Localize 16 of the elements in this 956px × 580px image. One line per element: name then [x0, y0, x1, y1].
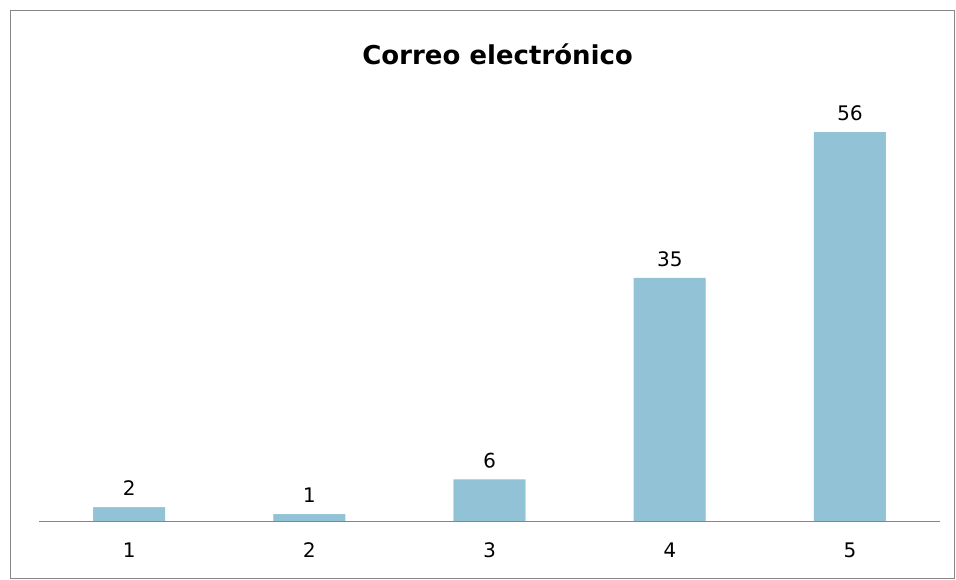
x-tick-label: 3: [483, 538, 496, 562]
data-label: 1: [302, 483, 316, 508]
x-tick-label: 2: [302, 538, 316, 562]
bar: [273, 514, 346, 521]
chart-title: Correo electrónico: [362, 41, 633, 71]
data-label: 56: [837, 101, 863, 125]
data-label: 2: [122, 476, 136, 500]
data-label: 6: [483, 448, 496, 472]
bar: [93, 507, 166, 521]
x-tick-label: 5: [844, 538, 856, 562]
x-tick-label: 1: [122, 538, 136, 562]
bar: [814, 132, 886, 521]
bar: [634, 278, 706, 521]
x-tick-label: 4: [663, 538, 676, 562]
bar: [453, 479, 526, 521]
data-label: 35: [656, 246, 682, 271]
